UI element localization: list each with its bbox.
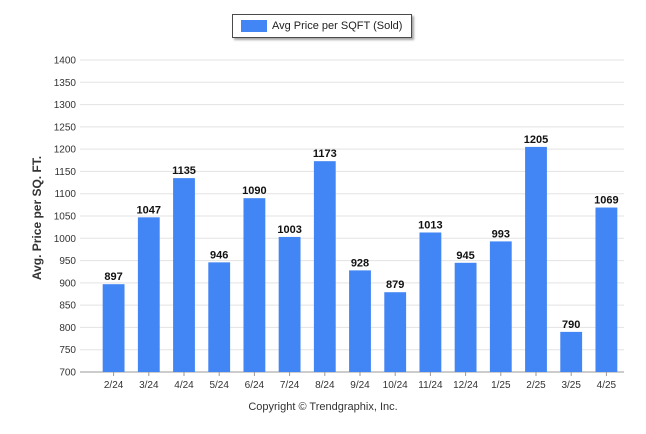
x-tick-label: 7/24	[280, 380, 300, 391]
y-tick-label: 1350	[54, 78, 77, 89]
x-tick-label: 8/24	[315, 380, 335, 391]
bar	[419, 232, 442, 372]
data-label: 946	[210, 249, 228, 261]
data-label: 993	[492, 228, 510, 240]
bar	[137, 217, 160, 372]
bar	[560, 331, 583, 372]
x-tick-label: 11/24	[418, 380, 443, 391]
data-label: 1003	[277, 224, 301, 236]
copyright-text: Copyright © Trendgraphix, Inc.	[248, 401, 398, 413]
y-tick-label: 1050	[54, 212, 77, 223]
y-tick-label: 1000	[54, 234, 77, 245]
legend-swatch	[241, 20, 267, 32]
data-label: 1173	[313, 148, 337, 160]
x-tick-label: 9/24	[350, 380, 370, 391]
x-tick-label: 12/24	[453, 380, 478, 391]
x-tick-label: 1/25	[491, 380, 511, 391]
bar	[384, 292, 407, 372]
y-tick-label: 800	[59, 323, 76, 334]
y-tick-label: 1250	[54, 122, 77, 133]
data-label: 1047	[137, 204, 161, 216]
y-tick-label: 1100	[54, 189, 76, 200]
bar	[313, 161, 336, 372]
y-tick-label: 750	[59, 345, 76, 356]
data-label: 928	[351, 257, 369, 269]
data-label: 945	[456, 250, 474, 262]
data-label: 1069	[594, 195, 618, 207]
bar	[489, 241, 512, 372]
data-label: 897	[104, 271, 122, 283]
y-tick-label: 700	[59, 368, 76, 379]
data-label: 1135	[172, 165, 196, 177]
bar	[243, 198, 266, 372]
x-tick-label: 10/24	[383, 380, 408, 391]
data-label: 1090	[242, 185, 266, 197]
y-tick-label: 1200	[54, 145, 77, 156]
legend-label: Avg Price per SQFT (Sold)	[272, 20, 403, 32]
data-label: 790	[562, 319, 580, 331]
x-tick-label: 3/24	[139, 380, 159, 391]
bar	[173, 178, 195, 372]
bar	[525, 146, 547, 372]
y-tick-label: 1150	[54, 167, 76, 178]
y-tick-label: 950	[59, 256, 76, 267]
y-tick-label: 1300	[54, 100, 77, 111]
bar	[454, 262, 477, 372]
y-tick-label: 1400	[54, 56, 77, 67]
bar	[208, 262, 231, 372]
legend: Avg Price per SQFT (Sold)	[232, 14, 412, 38]
x-tick-label: 2/25	[526, 380, 546, 391]
y-axis-label: Avg. Price per SQ. FT.	[30, 155, 44, 281]
x-tick-label: 4/24	[174, 380, 194, 391]
bar	[278, 236, 301, 372]
x-tick-label: 3/25	[561, 380, 581, 391]
x-tick-label: 6/24	[245, 380, 265, 391]
y-tick-label: 900	[59, 278, 76, 289]
bar	[102, 284, 125, 372]
y-tick-label: 850	[59, 301, 76, 312]
x-tick-label: 2/24	[104, 380, 124, 391]
data-label: 1205	[524, 134, 548, 146]
bar	[595, 207, 618, 372]
x-tick-label: 5/24	[209, 380, 229, 391]
bar	[349, 270, 371, 372]
data-label: 879	[386, 279, 404, 291]
x-tick-label: 4/25	[597, 380, 617, 391]
data-label: 1013	[418, 219, 442, 231]
